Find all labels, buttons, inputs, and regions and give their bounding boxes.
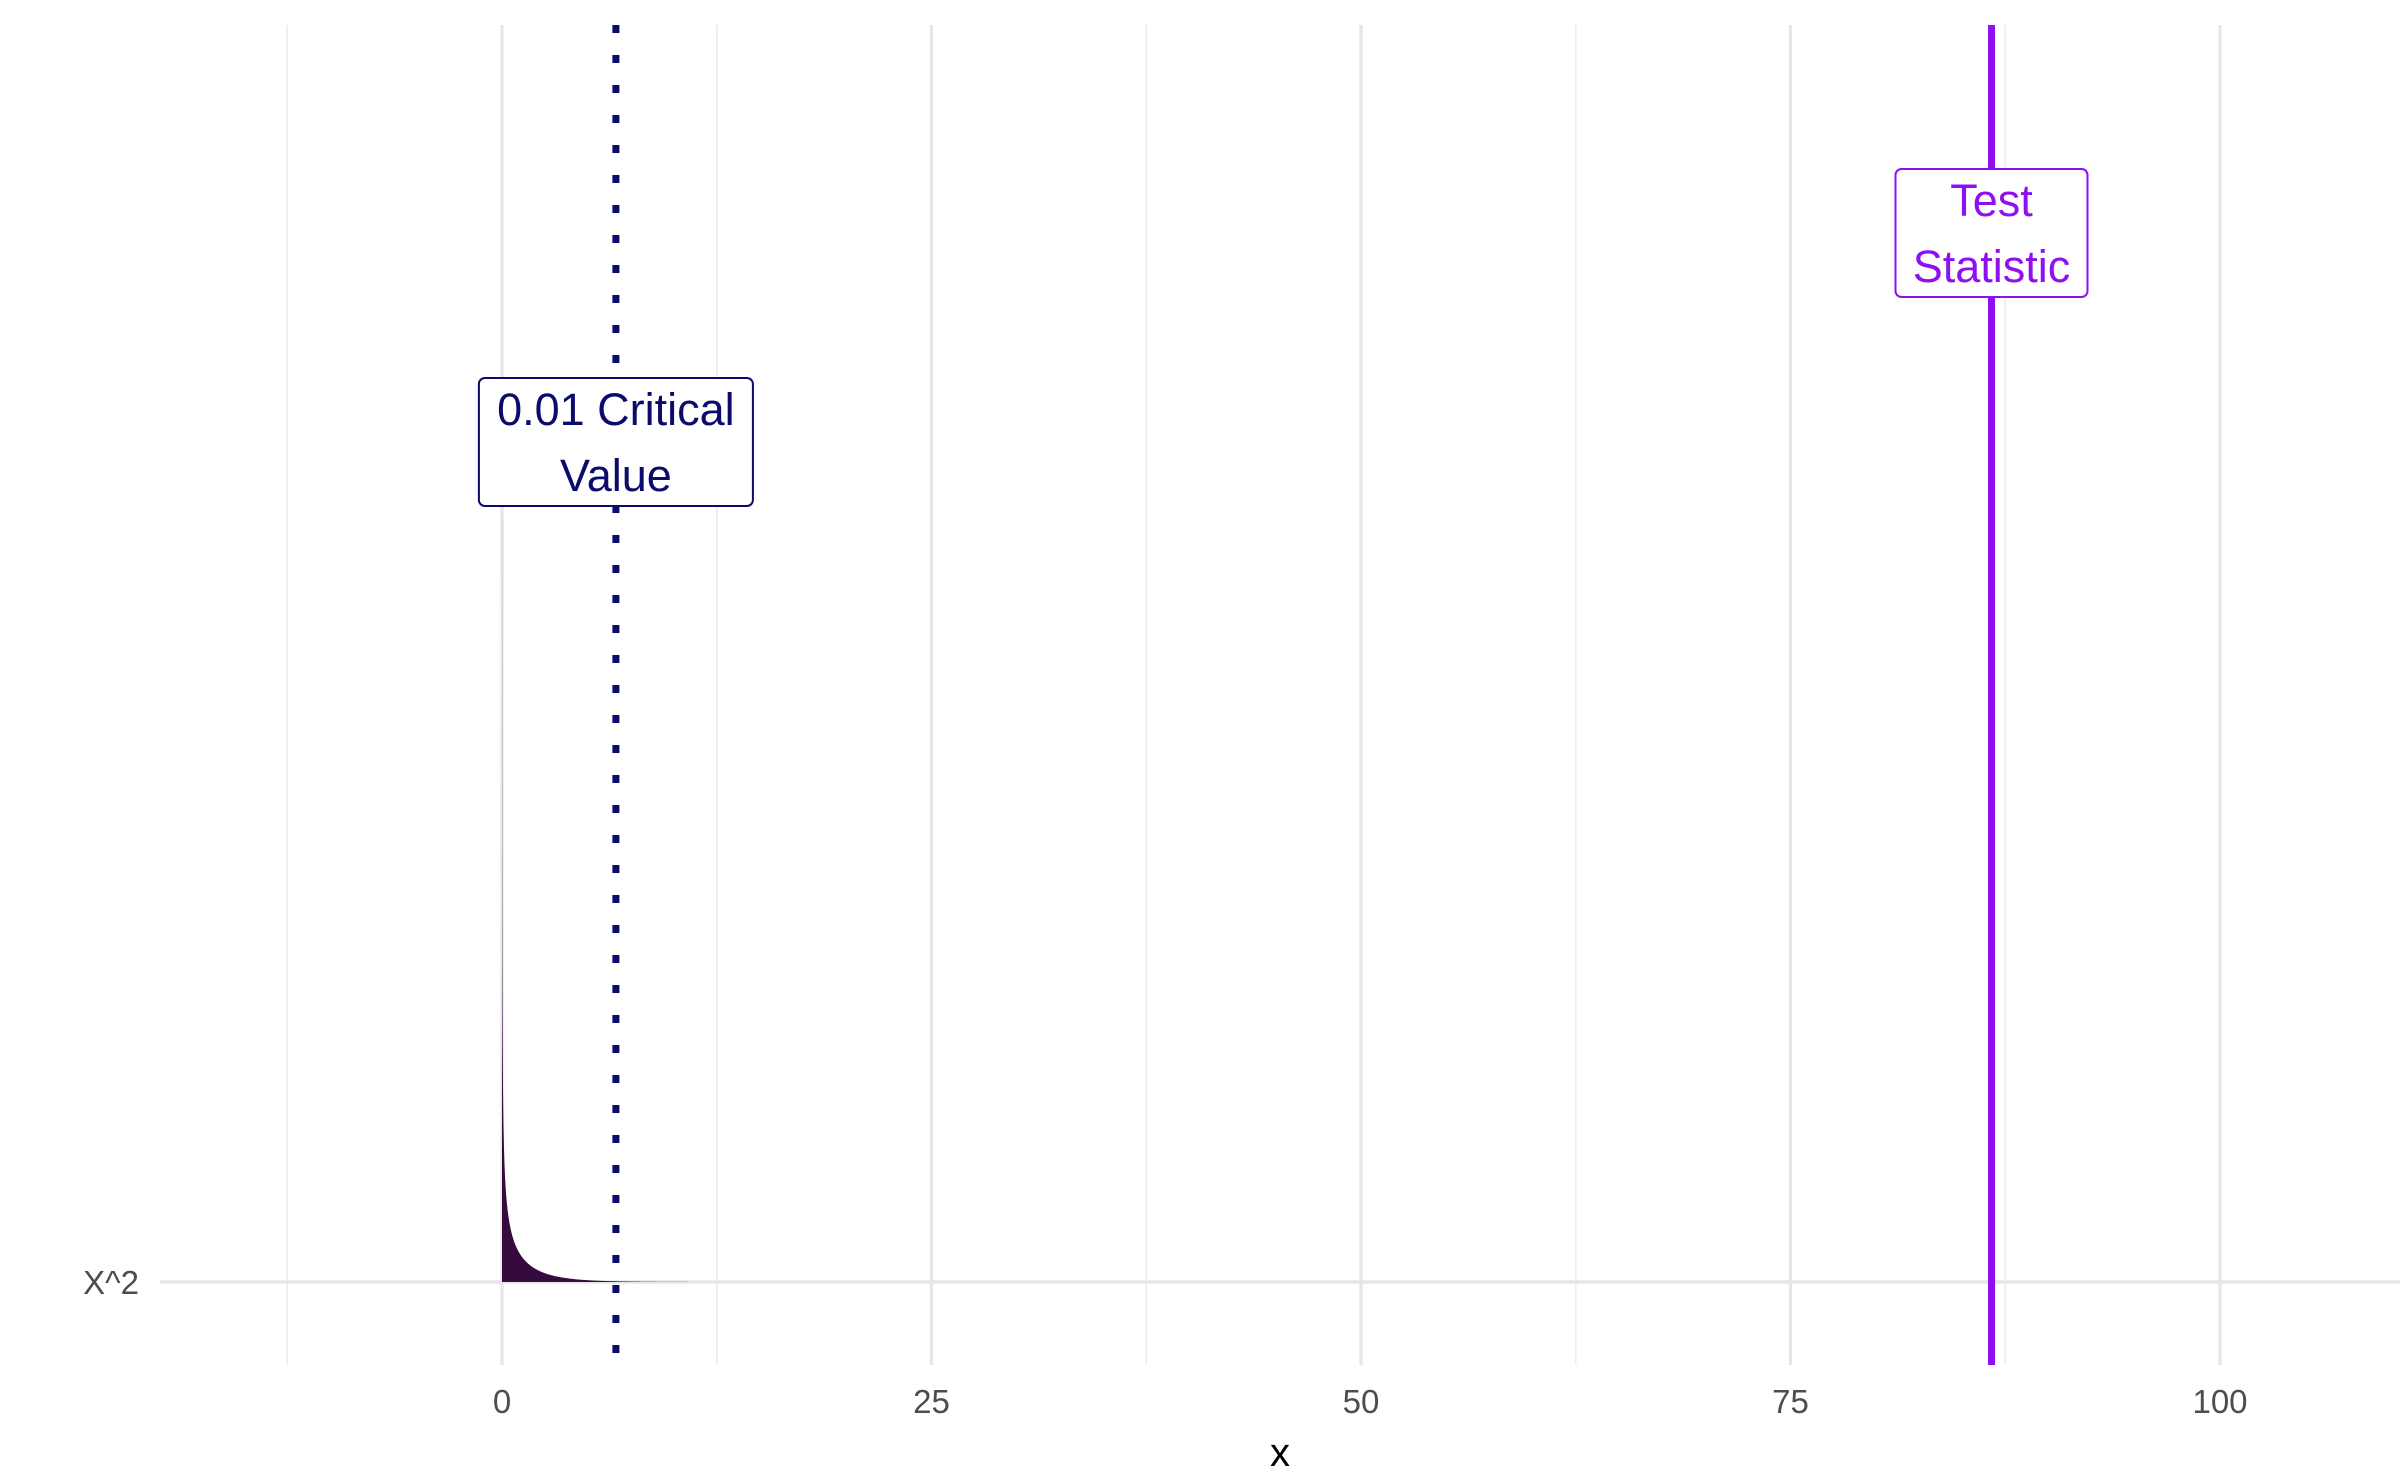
critical-label-text: 0.01 Critical <box>497 384 735 435</box>
statistic-label: Test Statistic <box>1894 168 2089 298</box>
x-axis-ticks: 0 25 50 75 100 <box>493 1383 2248 1420</box>
statistic-label-box <box>1894 168 2089 298</box>
statistic-label-text: Statistic <box>1913 241 2071 292</box>
density-area <box>502 518 846 1282</box>
x-tick-label: 75 <box>1772 1383 1809 1420</box>
statistic-label-text: Test <box>1950 175 2033 226</box>
annotations: 0.01 Critical Value Test Statistic <box>477 168 2089 507</box>
critical-label: 0.01 Critical Value <box>477 377 754 507</box>
critical-label-text: Value <box>560 450 672 501</box>
y-category-label: X^2 <box>83 1264 139 1301</box>
x-tick-label: 50 <box>1343 1383 1380 1420</box>
density-ridge <box>502 518 846 1282</box>
reference-lines <box>612 25 1996 1365</box>
x-axis-title: x <box>1270 1431 1290 1475</box>
critical-label-box <box>477 377 754 507</box>
x-tick-label: 0 <box>493 1383 511 1420</box>
x-tick-label: 100 <box>2192 1383 2247 1420</box>
x-tick-label: 25 <box>913 1383 950 1420</box>
